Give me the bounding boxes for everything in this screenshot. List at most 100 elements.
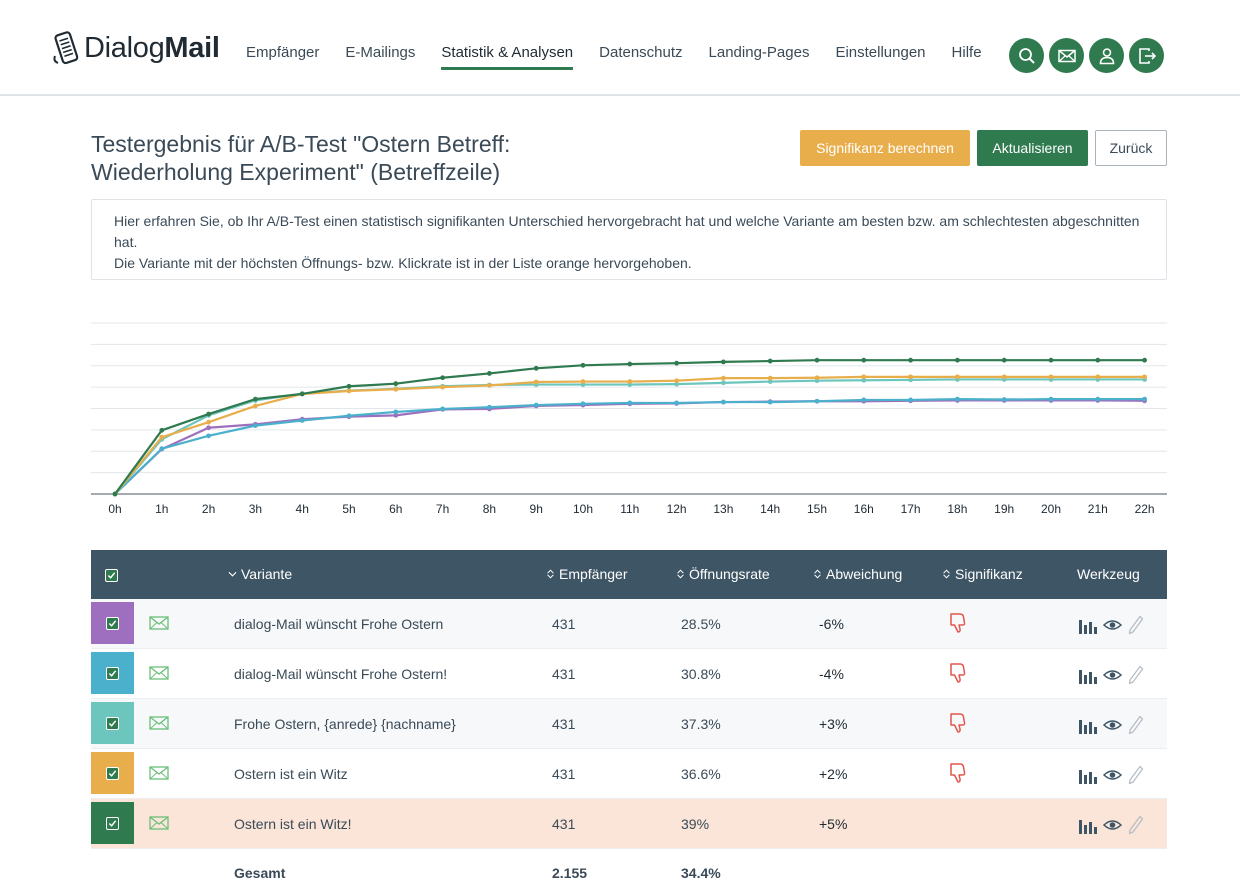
data-point[interactable] (346, 413, 352, 419)
data-point[interactable] (861, 377, 867, 383)
data-point[interactable] (955, 374, 960, 380)
nav-item-hilfe[interactable]: Hilfe (951, 44, 982, 61)
data-point[interactable] (112, 491, 118, 497)
data-point[interactable] (206, 433, 211, 439)
data-point[interactable] (159, 446, 165, 452)
row-checkbox[interactable] (106, 816, 119, 830)
data-point[interactable] (346, 383, 352, 389)
data-point[interactable] (1048, 374, 1054, 380)
data-point[interactable] (861, 374, 867, 380)
data-point[interactable] (1142, 374, 1147, 380)
calculate-significance-button[interactable]: Signifikanz berechnen (800, 130, 970, 166)
row-checkbox[interactable] (106, 666, 119, 680)
eye-icon[interactable] (1103, 818, 1122, 832)
envelope-icon[interactable] (149, 766, 169, 780)
data-point[interactable] (159, 434, 165, 440)
search-button[interactable] (1009, 38, 1044, 73)
pencil-icon[interactable] (1128, 665, 1144, 685)
data-point[interactable] (955, 396, 960, 402)
data-point[interactable] (1095, 357, 1101, 363)
data-point[interactable] (299, 391, 305, 397)
data-point[interactable] (1095, 374, 1101, 380)
pencil-icon[interactable] (1128, 815, 1144, 835)
data-point[interactable] (299, 418, 305, 423)
data-point[interactable] (627, 400, 633, 406)
pencil-icon[interactable] (1128, 765, 1144, 785)
data-point[interactable] (346, 388, 352, 394)
data-point[interactable] (674, 378, 679, 384)
data-point[interactable] (393, 386, 399, 392)
bar-chart-icon[interactable] (1078, 667, 1097, 684)
data-point[interactable] (580, 362, 586, 368)
data-point[interactable] (627, 361, 633, 367)
bar-chart-icon[interactable] (1078, 617, 1097, 634)
data-point[interactable] (767, 358, 773, 364)
data-point[interactable] (814, 357, 820, 363)
envelope-icon[interactable] (149, 666, 169, 680)
data-point[interactable] (440, 375, 445, 381)
profile-button[interactable] (1089, 38, 1124, 73)
data-point[interactable] (955, 357, 960, 363)
data-point[interactable] (487, 371, 492, 376)
data-point[interactable] (253, 403, 258, 409)
data-point[interactable] (1142, 357, 1147, 363)
envelope-icon[interactable] (149, 816, 169, 830)
bar-chart-icon[interactable] (1078, 717, 1097, 734)
bar-chart-icon[interactable] (1078, 767, 1097, 784)
data-point[interactable] (580, 401, 586, 407)
logout-button[interactable] (1129, 38, 1164, 73)
eye-icon[interactable] (1103, 618, 1122, 632)
envelope-icon[interactable] (149, 716, 169, 730)
data-point[interactable] (674, 360, 679, 366)
column-header-deviation[interactable]: Abweichung (813, 566, 902, 582)
data-point[interactable] (440, 384, 445, 390)
row-checkbox[interactable] (106, 716, 119, 730)
refresh-button[interactable]: Aktualisieren (977, 130, 1088, 166)
data-point[interactable] (253, 396, 258, 402)
data-point[interactable] (533, 365, 539, 371)
data-point[interactable] (721, 359, 726, 365)
data-point[interactable] (1001, 397, 1007, 402)
nav-item-empfaenger[interactable]: Empfänger (246, 44, 320, 61)
nav-item-landing-pages[interactable]: Landing-Pages (708, 44, 810, 61)
data-point[interactable] (393, 409, 399, 415)
column-header-open-rate[interactable]: Öffnungsrate (676, 566, 770, 582)
column-header-significance[interactable]: Signifikanz (942, 566, 1023, 582)
eye-icon[interactable] (1103, 768, 1122, 782)
pencil-icon[interactable] (1128, 715, 1144, 735)
envelope-icon[interactable] (149, 616, 169, 630)
data-point[interactable] (1048, 396, 1054, 402)
data-point[interactable] (1095, 396, 1101, 402)
eye-icon[interactable] (1103, 668, 1122, 682)
data-point[interactable] (814, 398, 820, 404)
back-button[interactable]: Zurück (1095, 130, 1167, 166)
eye-icon[interactable] (1103, 718, 1122, 732)
messages-button[interactable] (1049, 38, 1084, 73)
data-point[interactable] (580, 379, 586, 384)
column-header-recipients[interactable]: Empfänger (546, 566, 627, 582)
data-point[interactable] (487, 383, 492, 388)
bar-chart-icon[interactable] (1078, 817, 1097, 834)
data-point[interactable] (721, 375, 726, 381)
nav-item-einstellungen[interactable]: Einstellungen (835, 44, 926, 61)
data-point[interactable] (206, 419, 211, 425)
data-point[interactable] (627, 379, 633, 384)
data-point[interactable] (487, 404, 492, 410)
nav-item-datenschutz[interactable]: Datenschutz (599, 44, 683, 61)
data-point[interactable] (674, 381, 679, 387)
data-point[interactable] (1142, 396, 1147, 402)
dialogmail-logo[interactable]: DialogMail (52, 28, 220, 68)
data-point[interactable] (533, 402, 539, 408)
data-point[interactable] (674, 400, 679, 406)
data-point[interactable] (721, 399, 726, 405)
data-point[interactable] (908, 397, 913, 403)
data-point[interactable] (861, 357, 867, 363)
data-point[interactable] (206, 411, 211, 417)
data-point[interactable] (393, 381, 399, 387)
data-point[interactable] (533, 379, 539, 385)
select-all-checkbox[interactable] (105, 569, 118, 582)
data-point[interactable] (908, 357, 913, 363)
data-point[interactable] (393, 412, 399, 418)
nav-item-e-mailings[interactable]: E-Mailings (345, 44, 416, 61)
data-point[interactable] (721, 380, 726, 386)
